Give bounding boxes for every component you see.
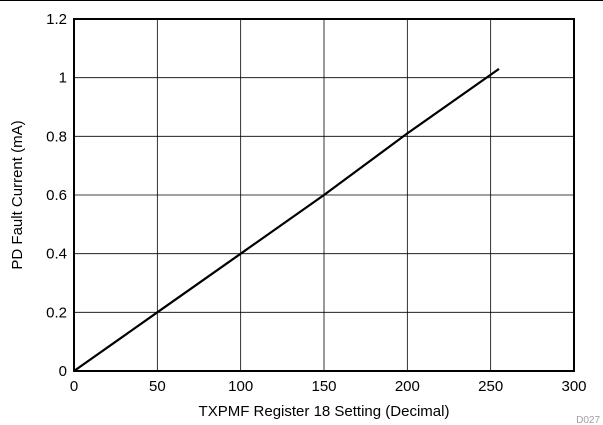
figure-id-label: D027 — [576, 415, 600, 425]
x-tick-label: 50 — [149, 378, 166, 395]
y-axis-label: PD Fault Current (mA) — [9, 120, 26, 269]
plot-frame — [73, 18, 575, 372]
x-tick-label: 200 — [395, 378, 420, 395]
x-axis-label: TXPMF Register 18 Setting (Decimal) — [199, 403, 450, 420]
x-tick-label: 250 — [478, 378, 503, 395]
x-tick-label: 0 — [70, 378, 78, 395]
x-tick-label: 100 — [228, 378, 253, 395]
x-tick-label: 150 — [311, 378, 336, 395]
y-tick-label: 0.8 — [46, 128, 67, 145]
y-tick-label: 0.4 — [46, 246, 67, 263]
series-line — [73, 67, 500, 372]
y-tick-label: 1 — [59, 70, 67, 87]
x-tick-label: 300 — [561, 378, 586, 395]
page-top-rule — [0, 0, 603, 1]
y-tick-label: 1.2 — [46, 11, 67, 28]
x-tick-labels: 0 50 100 150 200 250 300 — [70, 378, 587, 395]
y-tick-label: 0.6 — [46, 187, 67, 204]
y-tick-label: 0.2 — [46, 304, 67, 321]
y-tick-labels: 0 0.2 0.4 0.6 0.8 1 1.2 — [46, 11, 67, 380]
y-tick-label: 0 — [59, 363, 67, 380]
series-layer — [73, 67, 500, 372]
